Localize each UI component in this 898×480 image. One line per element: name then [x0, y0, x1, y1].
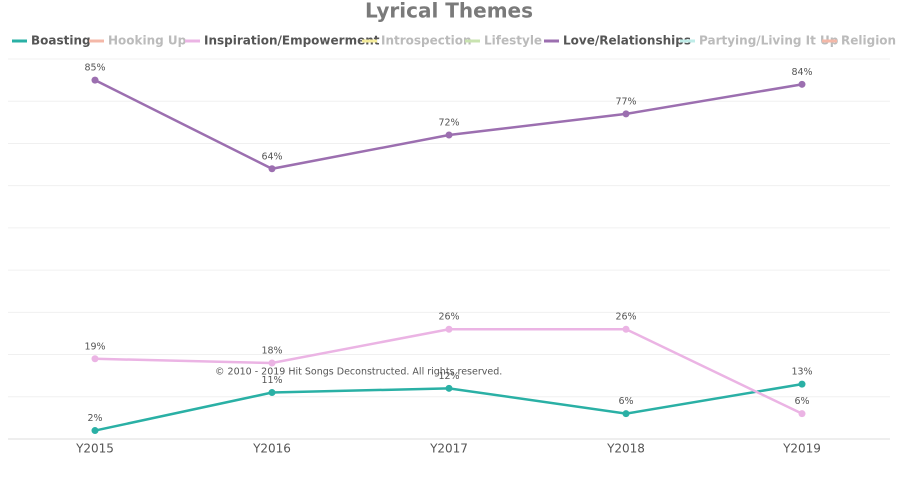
- data-point: [91, 76, 99, 84]
- data-label: 13%: [791, 367, 812, 378]
- data-label: 19%: [84, 341, 105, 352]
- data-label: 2%: [87, 413, 102, 424]
- data-point: [798, 410, 806, 418]
- legend-label: Inspiration/Empowerment: [204, 34, 380, 48]
- legend-label: Religion: [841, 34, 896, 48]
- data-label: 11%: [261, 375, 282, 386]
- data-label: 85%: [84, 63, 105, 74]
- data-point: [268, 165, 276, 173]
- x-tick-label: Y2016: [252, 442, 291, 456]
- data-point: [445, 325, 453, 333]
- x-tick-label: Y2017: [429, 442, 468, 456]
- data-label: 18%: [261, 346, 282, 357]
- data-point: [798, 380, 806, 388]
- legend-label: Love/Relationships: [563, 34, 691, 48]
- data-label: 6%: [794, 396, 809, 407]
- data-point: [622, 410, 630, 418]
- data-label: 26%: [438, 312, 459, 323]
- data-point: [268, 389, 276, 397]
- data-label: 64%: [261, 151, 282, 162]
- data-label: 77%: [615, 96, 636, 107]
- data-point: [798, 80, 806, 88]
- x-tick-label: Y2015: [75, 442, 114, 456]
- data-label: 84%: [791, 67, 812, 78]
- data-label: 72%: [438, 118, 459, 129]
- data-point: [445, 131, 453, 139]
- data-label: 6%: [618, 396, 633, 407]
- data-point: [91, 355, 99, 363]
- data-point: [268, 359, 276, 367]
- x-tick-label: Y2018: [606, 442, 645, 456]
- data-label: 12%: [438, 371, 459, 382]
- x-tick-label: Y2019: [782, 442, 821, 456]
- legend-label: Boasting: [31, 34, 91, 48]
- chart-title: Lyrical Themes: [365, 0, 533, 23]
- data-point: [445, 384, 453, 392]
- legend-label: Hooking Up: [108, 34, 187, 48]
- legend-label: Introspection: [381, 34, 472, 48]
- data-point: [622, 110, 630, 118]
- data-point: [622, 325, 630, 333]
- data-point: [91, 427, 99, 435]
- legend-label: Lifestyle: [484, 34, 542, 48]
- data-label: 26%: [615, 312, 636, 323]
- copyright: © 2010 - 2019 Hit Songs Deconstructed. A…: [215, 367, 502, 378]
- legend-label: Partying/Living It Up: [699, 34, 839, 48]
